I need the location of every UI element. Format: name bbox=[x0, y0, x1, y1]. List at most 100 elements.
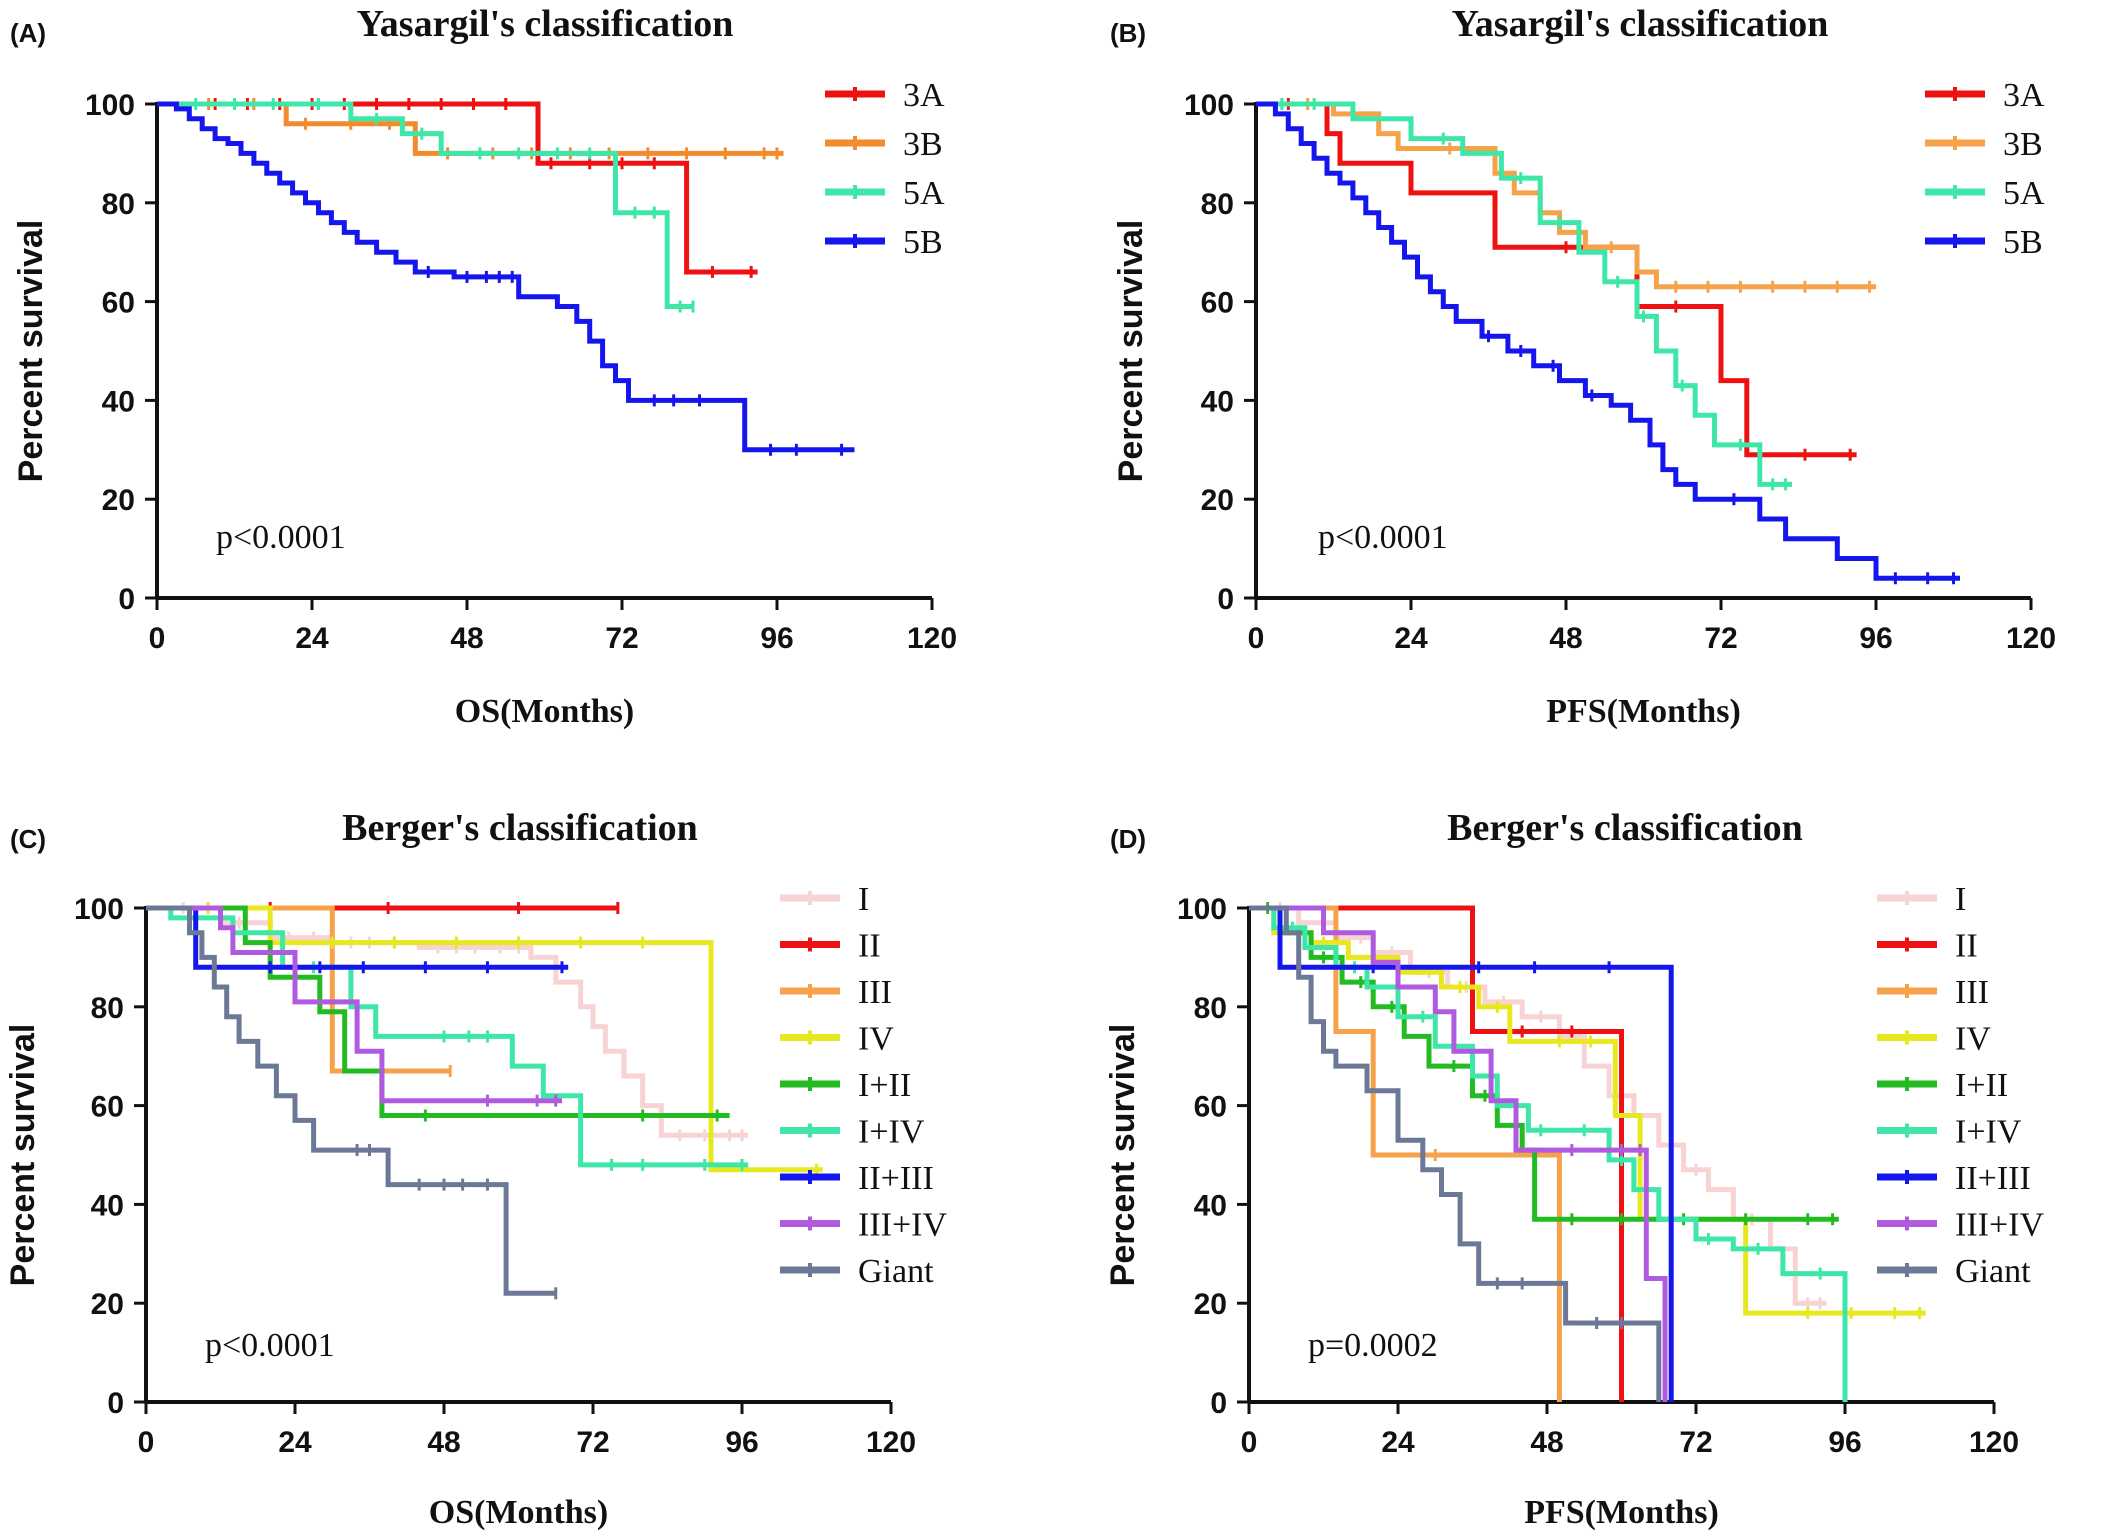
series-5a bbox=[157, 98, 695, 313]
legend-entry: III bbox=[780, 974, 892, 1011]
series-5b bbox=[1256, 101, 1960, 585]
legend-label: 5A bbox=[2003, 175, 2045, 212]
legend-label: III+IV bbox=[1955, 1207, 2044, 1244]
legend-entry: 3B bbox=[1925, 126, 2043, 163]
x-axis-title: PFS(Months) bbox=[1546, 693, 1741, 730]
legend-entry: 5A bbox=[825, 175, 945, 212]
legend-label: II+III bbox=[858, 1160, 934, 1197]
survival-curve bbox=[146, 905, 749, 1168]
legend-label: III bbox=[1955, 974, 1989, 1011]
survival-curve bbox=[146, 905, 556, 1296]
survival-curve bbox=[1249, 905, 1848, 1402]
legend-entry: IV bbox=[1877, 1021, 1991, 1058]
legend-label: I+IV bbox=[858, 1114, 925, 1151]
legend-label: III+IV bbox=[858, 1207, 947, 1244]
survival-curve bbox=[157, 101, 784, 156]
y-tick-label: 60 bbox=[102, 287, 135, 320]
panel-label: (D) bbox=[1110, 824, 1146, 854]
survival-curve bbox=[1249, 905, 1662, 1402]
panel-c: (C) Berger's classification 0 24 48 72 96 120 0 2… bbox=[4, 807, 947, 1531]
series-iii bbox=[1249, 905, 1562, 1402]
series-3a bbox=[1256, 98, 1857, 461]
chart-title: Yasargil's classification bbox=[1452, 3, 1829, 45]
x-tick-label: 24 bbox=[1381, 1426, 1415, 1459]
panel-a: (A) Yasargil's classification 0 24 48 72 96 120… bbox=[10, 3, 957, 730]
y-axis-title: Percent survival bbox=[1104, 1024, 1142, 1287]
legend-label: 5B bbox=[2003, 224, 2043, 261]
series-giant bbox=[146, 905, 558, 1300]
x-tick-label: 72 bbox=[576, 1426, 609, 1459]
x-tick-label: 96 bbox=[1859, 622, 1892, 655]
series-3b bbox=[157, 98, 784, 160]
survival-curve bbox=[1256, 101, 1876, 290]
y-tick-label: 100 bbox=[74, 893, 124, 926]
legend-entry: 3A bbox=[825, 77, 945, 114]
series-5a bbox=[1256, 98, 1792, 491]
y-tick-label: 80 bbox=[1194, 992, 1227, 1025]
survival-curve bbox=[157, 101, 855, 453]
x-tick-label: 72 bbox=[1704, 622, 1737, 655]
y-tick-label: 40 bbox=[102, 385, 135, 418]
legend-entry: 5B bbox=[825, 224, 943, 261]
x-tick-label: 24 bbox=[1394, 622, 1428, 655]
legend-entry: III bbox=[1877, 974, 1989, 1011]
legend-label: 5B bbox=[903, 224, 943, 261]
legend-entry: II+III bbox=[780, 1160, 934, 1197]
y-axis-title: Percent survival bbox=[12, 220, 50, 483]
legend-label: I bbox=[1955, 881, 1966, 918]
series-iv bbox=[146, 902, 823, 1176]
legend-label: I+IV bbox=[1955, 1114, 2022, 1151]
legend-label: I+II bbox=[858, 1067, 911, 1104]
y-tick-label: 0 bbox=[118, 583, 135, 616]
y-tick-label: 80 bbox=[102, 188, 135, 221]
x-axis-title: OS(Months) bbox=[429, 1494, 608, 1531]
x-tick-label: 48 bbox=[427, 1426, 460, 1459]
x-tick-label: 24 bbox=[295, 622, 329, 655]
x-tick-label: 96 bbox=[1828, 1426, 1861, 1459]
legend-entry: III+IV bbox=[780, 1207, 947, 1244]
survival-curve bbox=[157, 101, 693, 309]
y-tick-label: 80 bbox=[1201, 188, 1234, 221]
x-tick-label: 96 bbox=[725, 1426, 758, 1459]
legend-label: II bbox=[1955, 928, 1978, 965]
y-tick-label: 20 bbox=[102, 484, 135, 517]
chart-title: Yasargil's classification bbox=[357, 3, 734, 45]
x-tick-label: 120 bbox=[1969, 1426, 2019, 1459]
x-tick-label: 24 bbox=[278, 1426, 312, 1459]
y-tick-label: 0 bbox=[1210, 1387, 1227, 1420]
series-3b bbox=[1256, 98, 1876, 293]
y-axis-title: Percent survival bbox=[1112, 220, 1150, 483]
legend-label: II+III bbox=[1955, 1160, 2031, 1197]
legend-label: II bbox=[858, 928, 881, 965]
survival-curve bbox=[146, 905, 823, 1173]
legend-entry: IV bbox=[780, 1021, 894, 1058]
legend-entry: 5A bbox=[1925, 175, 2045, 212]
x-tick-label: 48 bbox=[450, 622, 483, 655]
legend-entry: I+IV bbox=[1877, 1114, 2022, 1151]
x-tick-label: 72 bbox=[1679, 1426, 1712, 1459]
p-value-annotation: p<0.0001 bbox=[216, 519, 346, 556]
survival-curve bbox=[1256, 101, 1960, 581]
legend-entry: I bbox=[780, 881, 869, 918]
series-giant bbox=[1249, 905, 1662, 1402]
y-tick-label: 100 bbox=[1177, 893, 1227, 926]
legend-label: IV bbox=[858, 1021, 894, 1058]
legend-label: I+II bbox=[1955, 1067, 2008, 1104]
legend-label: 5A bbox=[903, 175, 945, 212]
y-tick-label: 20 bbox=[1201, 484, 1234, 517]
x-tick-label: 120 bbox=[2006, 622, 2056, 655]
legend-label: 3B bbox=[2003, 126, 2043, 163]
series-i-ii bbox=[146, 905, 730, 1122]
legend-label: I bbox=[858, 881, 869, 918]
x-tick-label: 96 bbox=[760, 622, 793, 655]
x-tick-label: 0 bbox=[138, 1426, 155, 1459]
x-tick-label: 48 bbox=[1530, 1426, 1563, 1459]
x-tick-label: 0 bbox=[1248, 622, 1265, 655]
legend-entry: II+III bbox=[1877, 1160, 2031, 1197]
legend-entry: 3B bbox=[825, 126, 943, 163]
series-iii-iv bbox=[1249, 905, 1668, 1402]
panel-b: (B) Yasargil's classification 0 24 48 72 96 120… bbox=[1110, 3, 2056, 730]
panel-d: (D) Berger's classification 0 24 48 72 96 120 0 2… bbox=[1104, 807, 2044, 1531]
series-5b bbox=[157, 101, 855, 456]
y-tick-label: 40 bbox=[1194, 1189, 1227, 1222]
